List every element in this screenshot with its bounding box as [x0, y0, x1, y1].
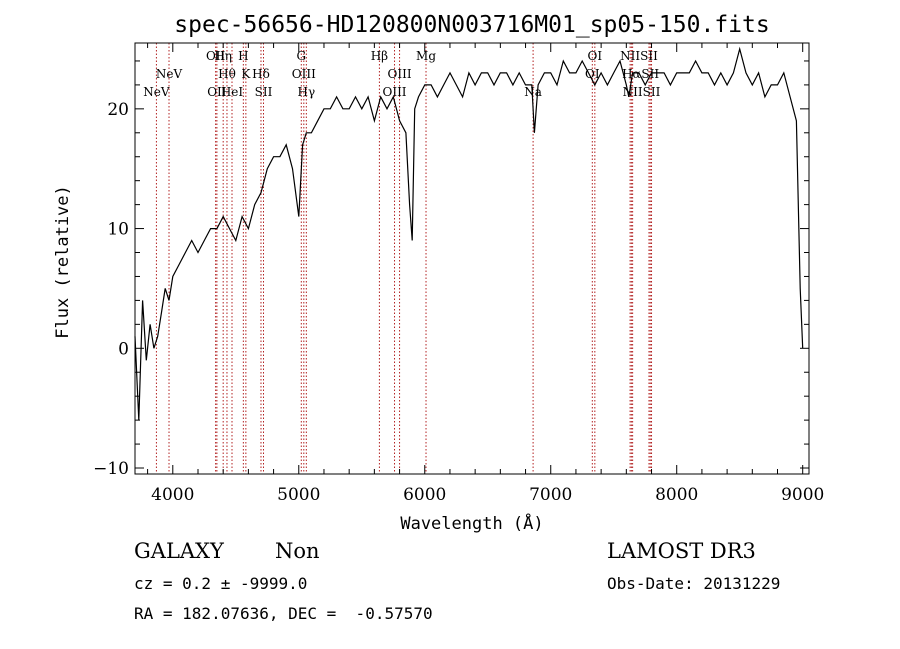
spectral-line-label: OIII — [292, 67, 316, 81]
spectral-line-label: SII — [255, 85, 273, 99]
x-tick-label: 7000 — [529, 485, 572, 505]
plot-frame — [134, 42, 810, 475]
spectral-line-label: OI — [588, 49, 603, 63]
spectral-line-label: SII — [640, 49, 658, 63]
x-tick-label: 4000 — [151, 485, 194, 505]
spectral-line-label: OIII — [388, 67, 412, 81]
x-axis-label: Wavelength (Å) — [400, 512, 543, 534]
spectral-line-label: Na — [524, 85, 542, 99]
redshift-cz: cz = 0.2 ± -9999.0 — [134, 574, 308, 593]
spectral-line-label: HeI — [221, 85, 244, 99]
spectral-line-label: OII — [207, 85, 227, 99]
spectral-line-label: Mg — [416, 49, 436, 63]
spectral-line-label: NeV — [156, 67, 183, 81]
x-tick-label: 8000 — [655, 485, 698, 505]
spectral-line-label: Hη — [214, 49, 232, 63]
spectral-line-label: G — [296, 49, 306, 63]
observation-date: Obs-Date: 20131229 — [607, 574, 781, 593]
spectral-line-label: NII — [623, 85, 643, 99]
spectral-line-label: Hδ — [252, 67, 270, 81]
x-tick-label: 9000 — [781, 485, 824, 505]
spectral-line-label: H — [238, 49, 248, 63]
spectral-line-label: K — [241, 67, 251, 81]
survey-name: LAMOST DR3 — [607, 539, 756, 563]
spectral-line-label: Hγ — [298, 85, 316, 99]
x-axis-ticks: 4000 5000 6000 7000 8000 9000 — [147, 43, 824, 505]
spectral-line-label: OIII — [382, 85, 406, 99]
y-tick-label: −10 — [93, 459, 129, 479]
coordinates: RA = 182.07636, DEC = -0.57570 — [134, 604, 433, 623]
y-tick-label: 10 — [107, 220, 129, 240]
spectral-line-label: OII — [206, 49, 226, 63]
object-subclass: Non — [275, 539, 320, 563]
y-tick-label: 20 — [107, 100, 129, 120]
spectral-line-label: NII — [620, 49, 640, 63]
spectral-line-label: NeV — [143, 85, 170, 99]
y-axis-label: Flux (relative) — [53, 185, 73, 339]
spectral-line-label: Hα — [622, 67, 641, 81]
spectrum-series-line — [134, 46, 804, 421]
object-type: GALAXY — [134, 539, 224, 563]
spectral-line-label: OI — [585, 67, 600, 81]
x-tick-label: 6000 — [403, 485, 446, 505]
chart-title: spec-56656-HD120800N003716M01_sp05-150.f… — [174, 12, 769, 38]
spectral-line-label: Hθ — [218, 67, 236, 81]
spectral-line-label: SII — [643, 85, 661, 99]
spectral-line-markers — [155, 43, 653, 474]
y-tick-label: 0 — [118, 339, 129, 359]
spectral-line-label: Hβ — [371, 49, 388, 63]
x-tick-label: 5000 — [277, 485, 320, 505]
y-axis-ticks: −10 0 10 20 — [93, 60, 809, 479]
